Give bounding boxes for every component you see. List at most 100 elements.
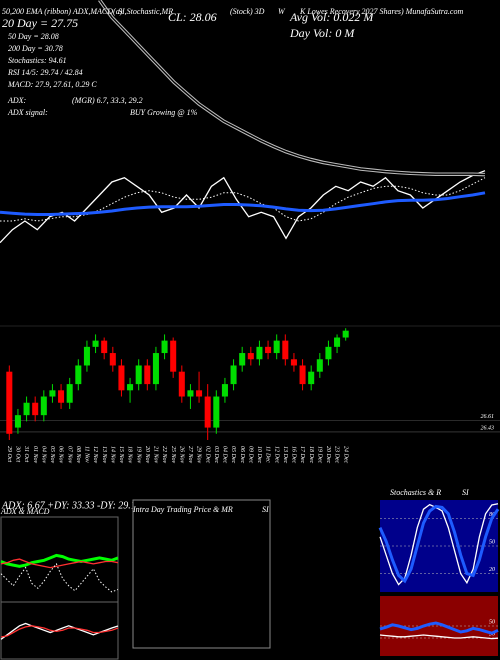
x-tick-label: 13 Dec: [282, 446, 288, 463]
line-series: [379, 621, 499, 635]
panel-title-end: SI: [262, 505, 269, 514]
y-tick-label: 26.43: [481, 424, 495, 431]
candle-body: [196, 390, 203, 397]
line-series: [378, 504, 500, 584]
x-tick-label: 18 Dec: [308, 446, 314, 463]
candle-body: [14, 415, 21, 428]
candle-body: [316, 359, 323, 372]
candle-body: [32, 402, 39, 416]
x-tick-label: 22 Nov: [161, 446, 167, 464]
candle-body: [213, 396, 220, 428]
candle-body: [40, 396, 47, 416]
candle-body: [256, 346, 263, 360]
candle-body: [83, 346, 90, 366]
annotation: Stochastics: 94.61: [8, 56, 67, 65]
x-tick-label: 18 Nov: [127, 446, 133, 464]
candle-body: [58, 390, 65, 403]
candle-body: [308, 371, 315, 385]
candle-body: [152, 353, 159, 385]
candle-body: [204, 396, 211, 428]
candle-body: [265, 346, 272, 354]
candle-body: [282, 340, 289, 360]
y-tick-label: 80: [489, 512, 495, 518]
candle-body: [92, 340, 99, 347]
candle-body: [342, 330, 349, 338]
candle-body: [170, 340, 177, 372]
annotation: ADX signal:: [7, 108, 48, 117]
annotation: BUY Growing @ 1%: [130, 108, 198, 117]
x-tick-label: 14 Nov: [109, 446, 116, 464]
annotation: (Stock) 3D: [230, 7, 265, 16]
x-tick-label: 17 Dec: [299, 446, 305, 463]
candle-body: [221, 384, 228, 397]
x-tick-label: 25 Nov: [170, 446, 176, 464]
x-tick-label: 08 Nov: [75, 446, 81, 464]
line-series: [379, 634, 499, 640]
candle-body: [49, 390, 56, 397]
candle-body: [101, 340, 108, 354]
candle-body: [178, 371, 185, 397]
x-tick-label: 12 Nov: [92, 446, 98, 464]
x-tick-label: 29 Oct: [6, 446, 12, 462]
annotation: SI,Stochastic,MR: [118, 7, 173, 16]
x-tick-label: 06 Nov: [58, 446, 64, 464]
x-tick-label: 06 Dec: [239, 446, 245, 463]
x-tick-label: 05 Dec: [230, 446, 236, 463]
line-series: [0, 558, 119, 569]
panel-frame: [0, 601, 119, 660]
x-tick-label: 07 Nov: [66, 446, 72, 464]
line-series: [98, 0, 486, 176]
candle-body: [109, 353, 116, 366]
annotation: 20 Day = 27.75: [2, 16, 78, 30]
annotation: MACD: 27.9, 27.61, 0.29 C: [7, 80, 97, 89]
candle-body: [325, 346, 332, 360]
candle-body: [6, 371, 13, 434]
candle-body: [273, 340, 280, 354]
candle-body: [290, 359, 297, 366]
y-tick-label: 20: [489, 567, 495, 573]
x-tick-label: 23 Dec: [334, 446, 340, 463]
line-series: [0, 625, 119, 638]
x-tick-label: 04 Dec: [222, 446, 229, 463]
x-tick-label: 31 Oct: [23, 445, 29, 462]
x-tick-label: 21 Nov: [153, 446, 159, 464]
line-series: [379, 503, 499, 586]
x-tick-label: 04 Nov: [40, 446, 47, 464]
x-tick-label: 26 Nov: [178, 446, 184, 464]
candle-body: [75, 365, 82, 385]
candle-body: [187, 390, 194, 397]
candle-body: [247, 353, 254, 360]
line-series: [0, 170, 486, 244]
panel-title: Intra Day Trading Price & MR: [132, 505, 233, 514]
candle-body: [127, 384, 134, 391]
x-tick-label: 24 Dec: [342, 446, 349, 463]
x-tick-label: 16 Dec: [291, 446, 297, 463]
candle-body: [135, 365, 142, 385]
x-tick-label: 05 Nov: [49, 446, 55, 464]
candle-body: [334, 337, 341, 347]
x-tick-label: 19 Dec: [316, 446, 322, 463]
candle-body: [239, 353, 246, 366]
annotation: CL: 28.06: [168, 10, 217, 24]
candle-body: [299, 365, 306, 385]
x-tick-label: 15 Nov: [118, 446, 124, 464]
candle-body: [230, 365, 237, 385]
panel-title-end: SI: [462, 488, 469, 497]
candle-body: [23, 402, 30, 416]
y-tick-label: 50: [489, 539, 495, 545]
annotation: 200 Day = 30.78: [8, 44, 63, 53]
x-tick-label: 27 Nov: [187, 446, 193, 464]
x-tick-label: 12 Dec: [273, 446, 279, 463]
x-tick-label: 03 Dec: [213, 446, 219, 463]
x-tick-label: 20 Nov: [144, 446, 150, 464]
annotation: ADX:: [7, 96, 27, 105]
y-tick-label: 50: [489, 619, 495, 625]
line-series: [0, 191, 486, 216]
x-tick-label: 02 Dec: [204, 446, 210, 463]
panel-subtitle: ADX: 6.67 +DY: 33.33 -DY: 29.17: [1, 500, 142, 511]
x-tick-label: 01 Nov: [32, 446, 38, 464]
candle-body: [144, 365, 151, 385]
annotation: Day Vol: 0 M: [289, 26, 355, 40]
